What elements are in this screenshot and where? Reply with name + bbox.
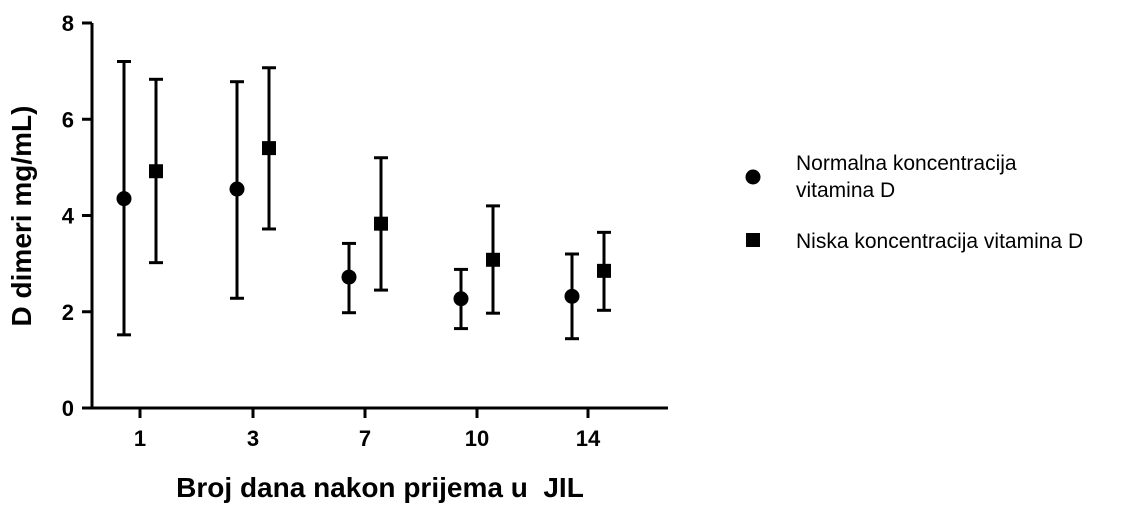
data-point-circle [116,191,132,207]
plot-marks [116,60,611,341]
legend-marker-square [746,233,760,247]
legend-label: Normalna koncentracija [796,152,1017,175]
data-point-square [149,164,163,179]
data-point-square [374,216,388,231]
data-point-circle [229,181,245,197]
y-tick-label: 2 [62,300,74,325]
y-tick-label: 8 [62,11,74,36]
x-axis: 1 3 7 10 14 [92,406,668,451]
data-point-circle [453,291,469,307]
series-2 [149,66,611,315]
data-point-circle [341,269,357,285]
data-point-circle [564,288,580,304]
data-point-square [486,252,500,267]
data-point-square [262,141,276,156]
y-axis-title: D dimeri mg/mL) [6,106,37,327]
legend-entry-2: Niska koncentracija vitamina D [746,230,1083,253]
x-tick-label: 1 [134,426,146,451]
y-tick-label: 0 [62,396,74,421]
x-tick-label: 7 [359,426,371,451]
legend-entry-1: Normalna koncentracija vitamina D [745,152,1017,202]
x-tick-label: 14 [576,426,601,451]
legend-label: Niska koncentracija vitamina D [796,230,1083,253]
y-ticks: 0 2 4 6 8 [62,11,92,421]
data-point-square [597,263,611,278]
x-tick-label: 10 [465,426,489,451]
x-axis-title: Broj dana nakon prijema u JIL [176,472,584,503]
y-tick-label: 6 [62,107,74,132]
x-ticks: 1 3 7 10 14 [134,408,601,451]
y-axis: 0 2 4 6 8 [62,11,94,421]
series-1 [116,60,580,341]
x-tick-label: 3 [247,426,259,451]
legend: Normalna koncentracija vitamina D Niska ko… [745,152,1083,253]
legend-label: vitamina D [796,179,895,202]
y-tick-label: 4 [62,204,75,229]
legend-marker-circle [745,169,761,185]
